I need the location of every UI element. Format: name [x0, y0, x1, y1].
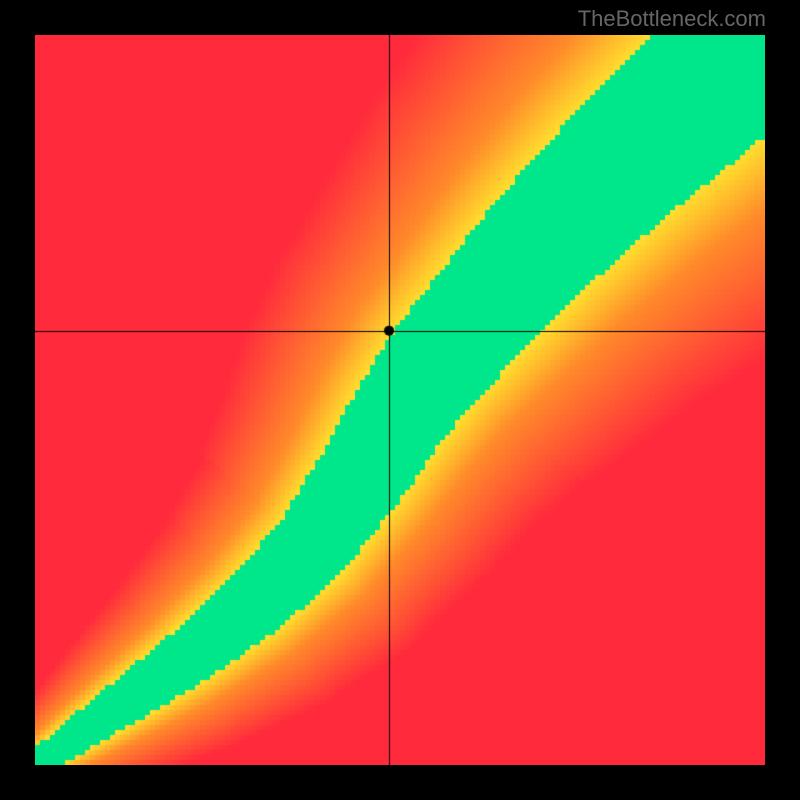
chart-stage: TheBottleneck.com: [0, 0, 800, 800]
bottleneck-heatmap: [35, 35, 765, 765]
watermark-text: TheBottleneck.com: [578, 6, 766, 32]
